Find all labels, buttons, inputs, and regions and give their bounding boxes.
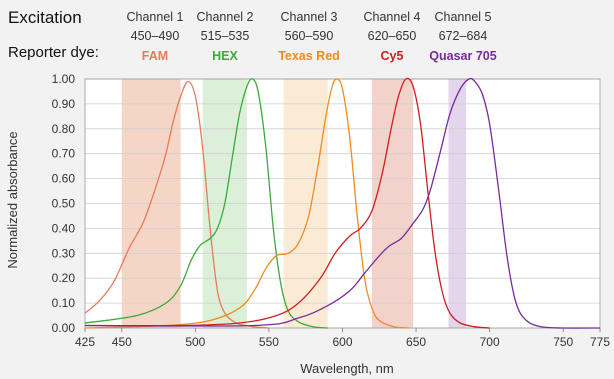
- x-tick-label: 650: [406, 335, 426, 349]
- y-tick-label: 0.50: [52, 197, 76, 211]
- y-tick-label: 0.10: [52, 296, 76, 310]
- dye-name-1: FAM: [142, 49, 168, 63]
- y-tick-label: 0.00: [52, 321, 76, 335]
- excitation-label: Excitation: [8, 8, 82, 27]
- channel-name-3: Channel 3: [281, 10, 338, 24]
- series-line-fam: [84, 80, 269, 329]
- x-tick-label: 775: [590, 335, 610, 349]
- channel-header: Channel 1 450–490 FAM Channel 2 515–535 HEX Ch…: [127, 10, 497, 63]
- channel-name-4: Channel 4: [364, 10, 421, 24]
- y-tick-label: 1.00: [52, 72, 76, 86]
- y-tick-label: 0.60: [52, 172, 76, 186]
- y-axis-label: Normalized absorbance: [5, 131, 20, 268]
- x-tick-label: 750: [553, 335, 573, 349]
- dye-name-2: HEX: [212, 49, 238, 63]
- y-tick-label: 0.80: [52, 122, 76, 136]
- x-tick-label: 600: [332, 335, 352, 349]
- x-tick-label: 550: [259, 335, 279, 349]
- dye-name-5: Quasar 705: [429, 49, 496, 63]
- plot-area: 0.00 0.10 0.20 0.30 0.40 0.50 0.60 0.70 0.80 0.90…: [52, 72, 611, 349]
- series-line-hex: [84, 78, 328, 329]
- x-tick-label: 700: [480, 335, 500, 349]
- dye-name-3: Texas Red: [278, 49, 340, 63]
- y-tick-label: 0.90: [52, 97, 76, 111]
- x-axis-label: Wavelength, nm: [300, 361, 393, 376]
- series-line-texas-red: [84, 78, 409, 329]
- channel-name-1: Channel 1: [127, 10, 184, 24]
- x-tick-label: 500: [185, 335, 205, 349]
- y-tick-label: 0.70: [52, 147, 76, 161]
- channel-range-1: 450–490: [131, 29, 180, 43]
- series-line-cy5: [84, 77, 490, 329]
- y-tick-label: 0.20: [52, 271, 76, 285]
- channel-range-5: 672–684: [439, 29, 488, 43]
- series-line-quasar-705: [84, 77, 601, 329]
- channel-name-2: Channel 2: [197, 10, 254, 24]
- channel-name-5: Channel 5: [435, 10, 492, 24]
- channel-range-3: 560–590: [285, 29, 334, 43]
- channel-range-4: 620–650: [368, 29, 417, 43]
- reporter-dye-label: Reporter dye:: [8, 44, 99, 61]
- y-tick-label: 0.30: [52, 246, 76, 260]
- x-tick-label: 425: [75, 335, 95, 349]
- dye-name-4: Cy5: [381, 49, 404, 63]
- x-tick-label: 450: [112, 335, 132, 349]
- channel-range-2: 515–535: [201, 29, 250, 43]
- y-tick-label: 0.40: [52, 221, 76, 235]
